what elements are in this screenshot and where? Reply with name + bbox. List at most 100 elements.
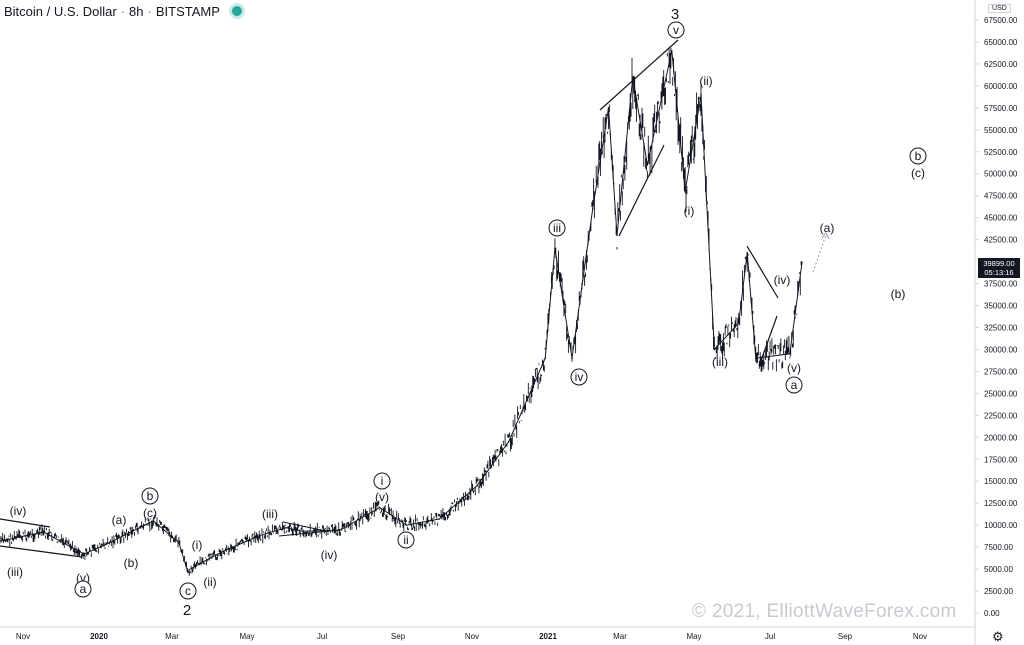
currency-unit-button[interactable]: USD xyxy=(988,4,1011,13)
data-point xyxy=(591,208,594,210)
time-tick-label: Sep xyxy=(838,632,853,641)
wave-label: a xyxy=(80,582,87,596)
wave-labels: (iv) (iii) (v) a (a) b (c) (b) c 2 (i) (ii) (iii) (iv… xyxy=(7,6,927,619)
interval-label[interactable]: 8h xyxy=(129,3,144,19)
wave-label: (iii) xyxy=(7,565,23,579)
data-point xyxy=(83,553,85,555)
wave-circle xyxy=(373,472,391,490)
time-tick-label: Nov xyxy=(16,632,30,641)
data-point xyxy=(670,49,673,52)
time-axis[interactable]: Nov 2020 Mar May Jul Sep Nov 2021 Mar May Jul Sep No… xyxy=(16,632,927,641)
wave-label: (iii) xyxy=(712,355,728,369)
data-point xyxy=(646,164,649,166)
time-tick-label: Nov xyxy=(465,632,479,641)
wave-label: iv xyxy=(575,370,584,384)
price-tick-label: 25000.00 xyxy=(984,389,1018,398)
price-tick-label: 35000.00 xyxy=(984,302,1018,311)
price-series xyxy=(0,22,803,576)
data-point xyxy=(221,550,224,553)
wave-circle xyxy=(141,487,159,505)
time-tick-label: Nov xyxy=(913,632,927,641)
data-point xyxy=(405,524,408,526)
wave-label: (i) xyxy=(684,204,695,218)
wave-label: 3 xyxy=(671,6,679,23)
trendline xyxy=(599,39,679,111)
data-point xyxy=(700,93,702,96)
wave-circle xyxy=(570,368,588,386)
data-point xyxy=(684,190,686,193)
data-point xyxy=(554,247,556,250)
price-tick-label: 65000.00 xyxy=(984,38,1018,47)
wave-label: (ii) xyxy=(203,575,216,589)
price-tick-label: 7500.00 xyxy=(984,543,1013,552)
data-point xyxy=(801,261,803,264)
data-point xyxy=(632,76,634,78)
price-tick-label: 55000.00 xyxy=(984,126,1018,135)
price-tick-label: 57500.00 xyxy=(984,104,1018,113)
data-point xyxy=(302,530,304,533)
data-point xyxy=(607,107,610,109)
gear-icon[interactable]: ⚙ xyxy=(992,629,1004,644)
trendlines xyxy=(0,39,830,558)
price-tick-label: 27500.00 xyxy=(984,367,1018,376)
data-point xyxy=(178,541,180,544)
wave-label: (iv) xyxy=(10,504,27,518)
data-point xyxy=(0,540,1,542)
price-axis[interactable]: 67500.00 65000.00 62500.00 60000.00 57500.00… xyxy=(975,16,1018,618)
data-point xyxy=(285,526,287,529)
data-point xyxy=(713,348,716,351)
wave-label: (b) xyxy=(891,287,906,301)
data-point xyxy=(789,353,791,355)
data-point xyxy=(438,518,441,520)
wave-label: iii xyxy=(553,221,561,235)
price-tick-label: 10000.00 xyxy=(984,521,1018,530)
wave-circle xyxy=(785,376,803,394)
price-tick-label: 30000.00 xyxy=(984,345,1018,354)
wave-circle xyxy=(667,21,685,39)
trendline xyxy=(0,518,51,528)
price-tick-label: 20000.00 xyxy=(984,433,1018,442)
exchange-label: BITSTAMP xyxy=(155,3,220,19)
wave-label: a xyxy=(791,378,798,392)
wave-label: (iv) xyxy=(321,548,338,562)
trendline xyxy=(618,144,665,237)
symbol-name[interactable]: Bitcoin / U.S. Dollar xyxy=(4,3,117,19)
data-point xyxy=(571,357,573,360)
price-tick-label: 37500.00 xyxy=(984,280,1018,289)
trendline xyxy=(282,521,327,532)
projection-arrow-head xyxy=(821,232,830,240)
price-tick-label: 62500.00 xyxy=(984,60,1018,69)
chart-header: Bitcoin / U.S. Dollar · 8h · BITSTAMP xyxy=(4,2,242,20)
data-point xyxy=(378,506,381,509)
time-tick-label: May xyxy=(686,632,701,641)
price-tick-label: 0.00 xyxy=(984,609,1000,618)
data-point xyxy=(544,357,547,360)
bar-countdown: 05:13:16 xyxy=(984,268,1014,277)
wave-label: (v) xyxy=(787,361,801,375)
time-tick-label: Jul xyxy=(317,632,327,641)
wave-label: c xyxy=(185,584,191,598)
wave-label: (c) xyxy=(143,506,157,520)
projection-arrow xyxy=(812,234,827,273)
price-tick-label: 32500.00 xyxy=(984,323,1018,332)
wave-label: (v) xyxy=(375,490,389,504)
data-point xyxy=(338,529,341,532)
wave-label: b xyxy=(915,149,922,163)
trendline xyxy=(746,245,779,299)
wave-label: (iii) xyxy=(262,507,278,521)
trendline xyxy=(0,545,83,558)
data-point xyxy=(152,519,155,522)
wave-label: ii xyxy=(403,533,408,547)
wave-circle xyxy=(179,582,197,600)
time-tick-label: May xyxy=(239,632,254,641)
price-line xyxy=(0,50,803,572)
wave-label: (a) xyxy=(820,221,835,235)
wave-label: (iv) xyxy=(774,273,791,287)
price-tick-label: 22500.00 xyxy=(984,411,1018,420)
price-tick-label: 2500.00 xyxy=(984,587,1013,596)
price-tick-label: 52500.00 xyxy=(984,148,1018,157)
last-price-value: 39899.00 xyxy=(983,259,1015,268)
time-tick-label: 2021 xyxy=(539,632,557,641)
price-tick-label: 50000.00 xyxy=(984,170,1018,179)
